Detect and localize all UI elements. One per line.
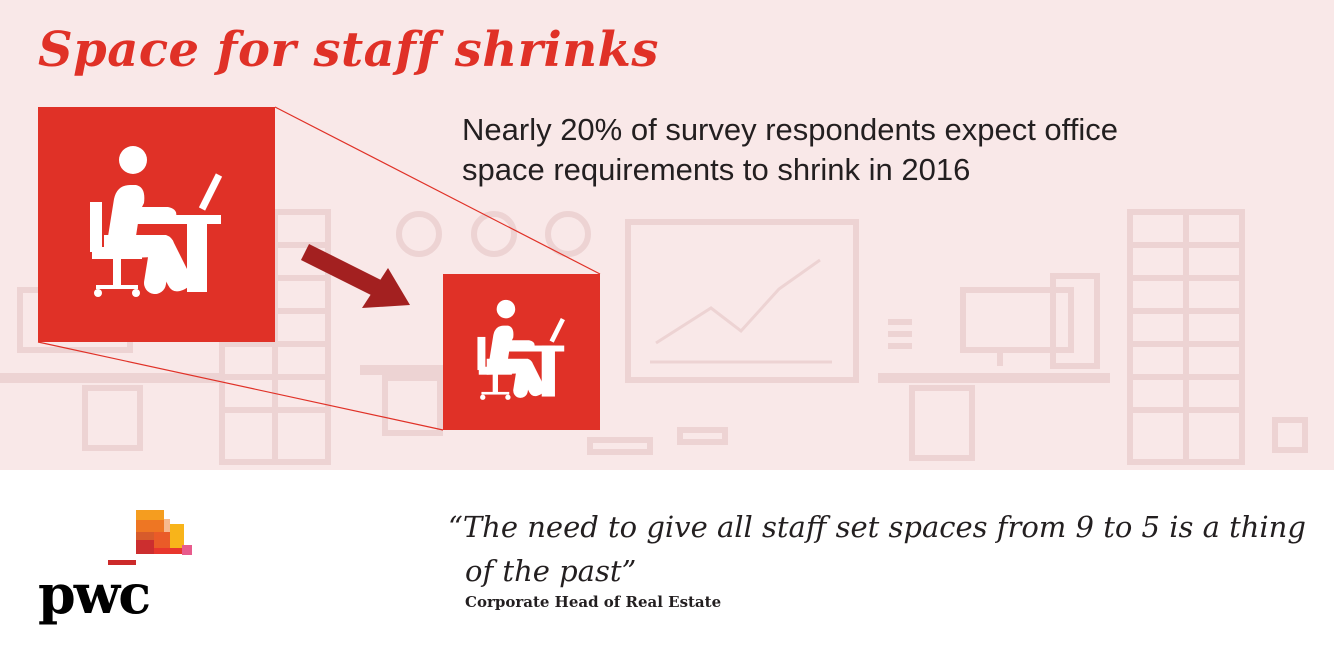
pwc-logo-mark — [108, 510, 192, 565]
zoom-line-bottom — [37, 341, 444, 431]
stat-line-2: space requirements to shrink in 2016 — [462, 152, 971, 187]
person-at-desk-icon-large — [38, 107, 275, 342]
survey-statistic: Nearly 20% of survey respondents expect … — [462, 110, 1262, 190]
pwc-logo-text: pwc — [38, 562, 151, 626]
shrink-arrow-icon — [300, 243, 410, 308]
quote-line-2: of the past” — [465, 554, 637, 588]
person-at-desk-icon-small — [443, 274, 600, 430]
quote-attribution: Corporate Head of Real Estate — [465, 593, 722, 611]
quote-line-1: “The need to give all staff set spaces f… — [448, 510, 1306, 544]
zoom-line-top — [274, 106, 601, 275]
quote: “The need to give all staff set spaces f… — [448, 505, 1308, 593]
page-title: Space for staff shrinks — [38, 22, 659, 78]
stat-line-1: Nearly 20% of survey respondents expect … — [462, 112, 1118, 147]
